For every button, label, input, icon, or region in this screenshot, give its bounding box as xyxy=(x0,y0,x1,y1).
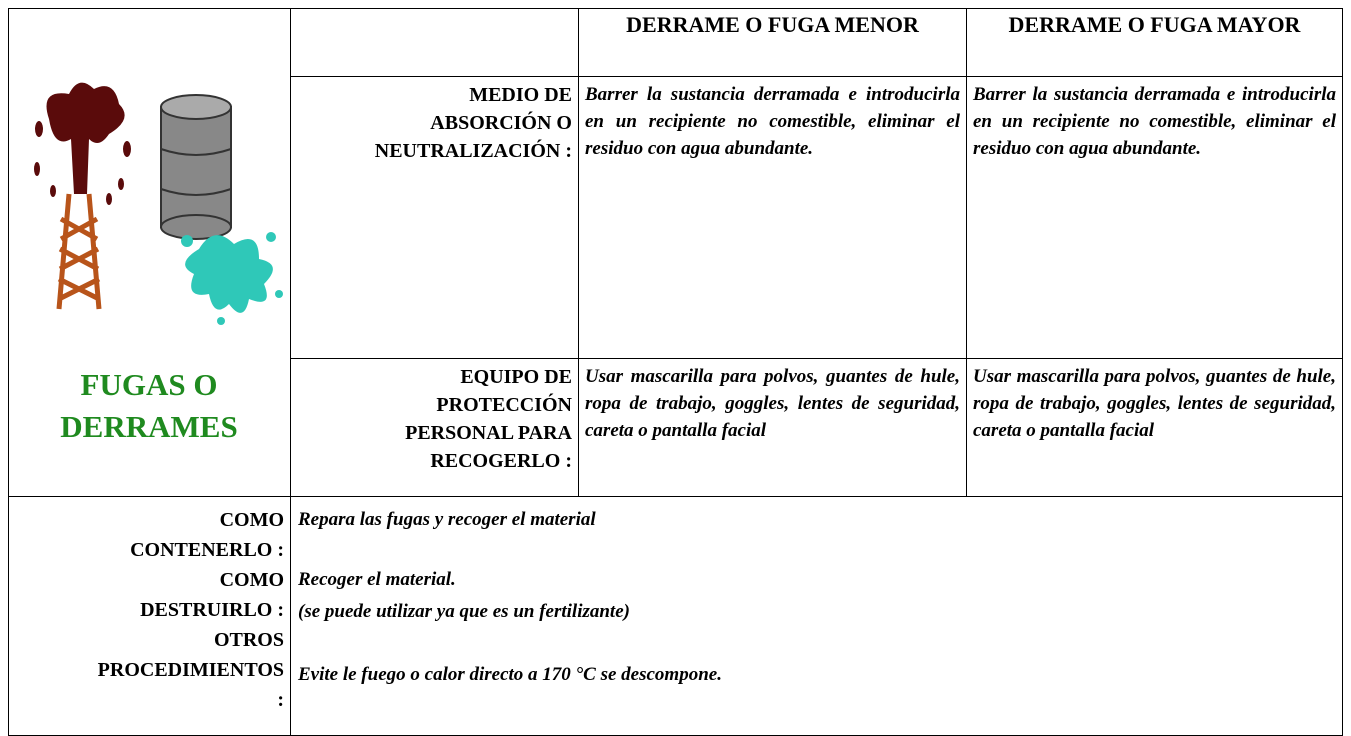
label-line: : xyxy=(277,689,284,711)
cell-text: Usar mascarilla para polvos, guantes de … xyxy=(966,358,1343,497)
label-line: PERSONAL PARA xyxy=(405,422,572,444)
label-line: PROCEDIMIENTOS xyxy=(97,659,284,681)
splash xyxy=(181,232,283,325)
procedure-label: OTROS PROCEDIMIENTOS : xyxy=(8,625,284,715)
row-label: EQUIPO DE PROTECCIÓN PERSONAL PARA RECOG… xyxy=(290,358,579,497)
cell-text: Usar mascarilla para polvos, guantes de … xyxy=(578,358,967,497)
label-line: OTROS xyxy=(213,629,284,651)
label-line: COMO xyxy=(219,569,284,591)
column-header: DERRAME O FUGA MENOR xyxy=(578,8,967,77)
procedure-text: Recoger el material. (se puede utilizar … xyxy=(298,564,1338,628)
label-line: NEUTRALIZACIÓN : xyxy=(374,140,572,162)
barrel xyxy=(160,94,232,240)
cell-text: Barrer la sustancia derramada e introduc… xyxy=(578,76,967,359)
label-line: MEDIO DE xyxy=(469,84,572,106)
oil-derrick xyxy=(34,82,131,310)
column-header: DERRAME O FUGA MAYOR xyxy=(966,8,1343,77)
label-line: DESTRUIRLO : xyxy=(140,599,284,621)
label-line: EQUIPO DE xyxy=(460,366,572,388)
label-line: RECOGERLO : xyxy=(430,450,572,472)
procedure-text: Repara las fugas y recoger el material xyxy=(298,504,1338,536)
procedure-text: Evite le fuego o calor directo a 170 °C … xyxy=(298,659,1338,691)
empty-header xyxy=(290,8,579,77)
text-line: Evite le fuego o calor directo a 170 °C … xyxy=(298,664,722,685)
label-line: CONTENERLO : xyxy=(130,539,284,561)
cell-text: Barrer la sustancia derramada e introduc… xyxy=(966,76,1343,359)
illustration xyxy=(34,82,283,325)
row-label: MEDIO DE ABSORCIÓN O NEUTRALIZACIÓN : xyxy=(290,76,579,359)
procedure-label: COMO DESTRUIRLO : xyxy=(8,565,284,625)
text-line: Repara las fugas y recoger el material xyxy=(298,509,596,530)
label-line: PROTECCIÓN xyxy=(436,394,572,416)
label-line: COMO xyxy=(219,509,284,531)
label-line: ABSORCIÓN O xyxy=(430,112,572,134)
procedure-label: COMO CONTENERLO : xyxy=(8,505,284,565)
image-cell xyxy=(8,8,291,497)
page: FUGAS O DERRAMES DERRAME O FUGA MENOR DE… xyxy=(8,8,1343,736)
text-line: (se puede utilizar ya que es un fertiliz… xyxy=(298,601,630,622)
section-title: FUGAS O DERRAMES xyxy=(60,367,238,444)
text-line: Recoger el material. xyxy=(298,569,456,590)
